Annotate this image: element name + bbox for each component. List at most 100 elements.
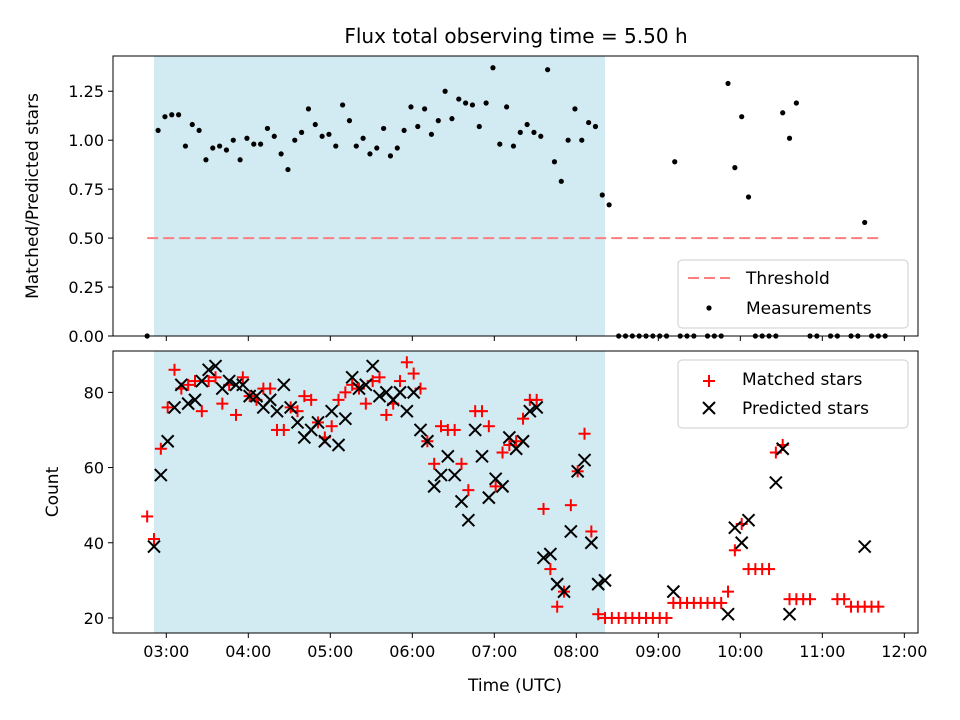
measurement-point — [408, 104, 414, 110]
top-legend-box — [677, 259, 909, 329]
bottom-y-tick-label: 40 — [84, 534, 104, 553]
measurement-point — [490, 65, 496, 71]
predicted-star-point — [249, 389, 264, 403]
predicted-star-point — [208, 359, 223, 373]
predicted-star-point — [420, 434, 435, 448]
predicted-star-point — [167, 400, 182, 415]
bottom-legend: Matched stars Predicted stars — [677, 359, 909, 429]
predicted-star-point — [598, 573, 612, 588]
top-y-tick-label: 1.25 — [68, 82, 104, 101]
matched-star-point — [804, 593, 817, 606]
measurement-point — [745, 194, 752, 200]
matched-star-point — [380, 408, 393, 421]
predicted-star-point — [543, 547, 558, 561]
measurement-point — [606, 202, 612, 208]
measurement-point — [469, 102, 476, 108]
bottom-x-tick-label: 05:00 — [307, 642, 353, 661]
measurement-point — [442, 88, 448, 94]
bottom-y-ticks: 20 40 60 80 — [84, 383, 113, 628]
matched-star-point — [585, 525, 598, 538]
matched-star-point — [592, 608, 605, 621]
measurement-point — [579, 137, 585, 143]
top-chart-title: Flux total observing time = 5.50 h — [344, 24, 687, 48]
measurement-point — [162, 114, 168, 120]
top-y-tick-label: 0.25 — [68, 278, 104, 297]
bottom-plot-frame — [112, 350, 919, 634]
bottom-legend-box — [677, 359, 909, 429]
predicted-star-point — [461, 513, 476, 527]
measurement-point — [545, 67, 551, 73]
predicted-star-point — [359, 378, 373, 392]
matched-star-point — [216, 397, 229, 410]
bottom-x-tick-label: 08:00 — [553, 642, 599, 661]
matched-star-point — [551, 600, 564, 613]
legend-predicted-swatch — [702, 401, 716, 415]
predicted-star-point — [154, 468, 168, 482]
measurement-point — [189, 121, 195, 128]
measurement-point — [497, 141, 503, 147]
matched-star-point — [141, 510, 154, 523]
predicted-star-point — [201, 363, 216, 377]
predicted-star-point — [434, 468, 448, 482]
measurement-point — [182, 143, 189, 149]
matched-star-point — [168, 363, 181, 376]
bottom-x-tick-label: 09:00 — [635, 642, 681, 661]
matched-star-point — [537, 502, 550, 515]
predicted-star-point — [584, 536, 599, 550]
bottom-y-tick-label: 20 — [84, 609, 104, 628]
measurement-point — [258, 141, 264, 147]
measurement-point — [299, 129, 305, 135]
matched-star-point — [838, 593, 851, 606]
measurement-point — [312, 121, 318, 128]
matched-star-point — [728, 544, 741, 557]
predicted-star-point — [318, 434, 332, 448]
measurement-point — [285, 166, 291, 173]
matched-stars-series — [141, 356, 885, 624]
matched-star-point — [394, 375, 407, 388]
predicted-star-point — [523, 404, 537, 418]
matched-star-point — [455, 457, 468, 470]
measurement-point — [538, 133, 544, 139]
predicted-star-point — [529, 400, 544, 415]
matched-star-point — [182, 378, 195, 391]
top-y-tick-label: 0.75 — [68, 180, 104, 199]
measurement-point — [592, 123, 599, 130]
measurement-point — [780, 110, 786, 116]
measurement-point — [326, 131, 332, 137]
matched-star-point — [161, 401, 174, 414]
measurement-point — [401, 127, 407, 134]
predicted-star-point — [557, 584, 571, 599]
top-legend: Threshold Measurements — [677, 259, 909, 329]
matched-star-point — [339, 386, 352, 399]
predicted-star-point — [160, 434, 175, 448]
measurement-point — [572, 106, 578, 112]
matched-star-point — [264, 382, 277, 395]
matched-star-point — [400, 356, 413, 369]
measurement-point — [196, 127, 202, 134]
predicted-star-point — [263, 393, 277, 407]
measurement-point — [558, 178, 564, 184]
matched-star-point — [476, 405, 489, 418]
measurement-point — [155, 127, 161, 134]
measurement-point — [524, 121, 530, 128]
matched-star-point — [564, 499, 577, 512]
measurement-point — [203, 157, 209, 163]
predicted-star-point — [769, 475, 783, 490]
measurement-point — [586, 119, 592, 126]
measurement-point — [271, 133, 277, 139]
predicted-star-point — [277, 378, 291, 392]
bottom-x-tick-label: 04:00 — [225, 642, 271, 661]
matched-star-point — [448, 423, 461, 436]
predicted-star-point — [372, 389, 387, 403]
matched-star-point — [298, 390, 311, 403]
predicted-star-point — [338, 411, 353, 426]
legend-measurements-swatch — [706, 305, 712, 311]
top-x-ticks — [165, 336, 905, 341]
measurement-point — [217, 143, 223, 149]
predicted-star-point — [365, 359, 380, 373]
predicted-star-point — [195, 374, 209, 388]
measurement-point — [732, 165, 738, 171]
matched-star-point — [305, 393, 318, 406]
matched-star-point — [872, 600, 885, 613]
bottom-x-tick-label: 07:00 — [471, 642, 517, 661]
